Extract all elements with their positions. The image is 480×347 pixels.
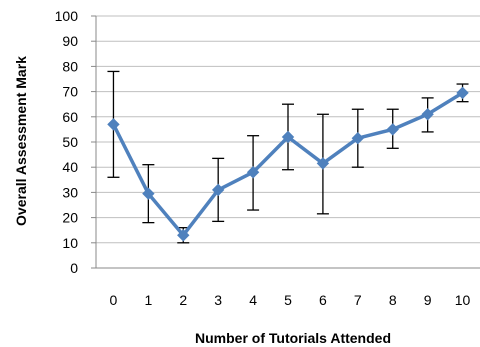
data-point-0 — [107, 118, 120, 131]
x-tick-label-5: 5 — [284, 292, 292, 308]
y-tick-label-90: 90 — [62, 33, 78, 49]
x-tick-label-0: 0 — [110, 292, 118, 308]
y-axis-title: Overall Assessment Mark — [13, 56, 29, 226]
data-point-5 — [281, 130, 295, 144]
y-tick-label-80: 80 — [62, 58, 78, 74]
y-tick-label-60: 60 — [62, 109, 78, 125]
x-tick-labels: 0 1 2 3 4 5 6 7 8 9 10 — [110, 292, 471, 308]
data-markers — [107, 86, 469, 242]
data-point-1 — [142, 187, 155, 200]
x-axis-title: Number of Tutorials Attended — [195, 330, 391, 346]
axes — [91, 15, 480, 269]
y-tick-label-20: 20 — [62, 210, 78, 226]
x-tick-label-6: 6 — [319, 292, 327, 308]
y-tick-label-30: 30 — [62, 184, 78, 200]
data-point-6 — [316, 157, 330, 170]
x-tick-label-7: 7 — [354, 292, 362, 308]
x-tick-label-10: 10 — [455, 292, 471, 308]
data-point-4 — [246, 166, 260, 179]
data-point-2 — [177, 229, 190, 242]
x-tick-label-1: 1 — [144, 292, 152, 308]
y-tick-label-10: 10 — [62, 235, 78, 251]
y-tick-label-40: 40 — [62, 159, 78, 175]
y-tick-label-50: 50 — [62, 134, 78, 150]
data-point-8 — [386, 123, 399, 136]
data-point-7 — [351, 132, 365, 145]
y-tick-label-100: 100 — [55, 8, 79, 24]
data-point-9 — [421, 108, 434, 121]
y-tick-labels: 0 10 20 30 40 50 60 70 80 90 100 — [55, 8, 79, 276]
data-point-10 — [456, 86, 469, 100]
y-tick-label-70: 70 — [62, 84, 78, 100]
x-tick-label-9: 9 — [424, 292, 432, 308]
data-point-3 — [211, 183, 225, 197]
x-tick-label-8: 8 — [389, 292, 397, 308]
x-tick-label-4: 4 — [249, 292, 257, 308]
error-bars — [107, 70, 469, 244]
y-tick-label-0: 0 — [70, 260, 78, 276]
x-tick-label-3: 3 — [214, 292, 222, 308]
x-tick-label-2: 2 — [179, 292, 187, 308]
